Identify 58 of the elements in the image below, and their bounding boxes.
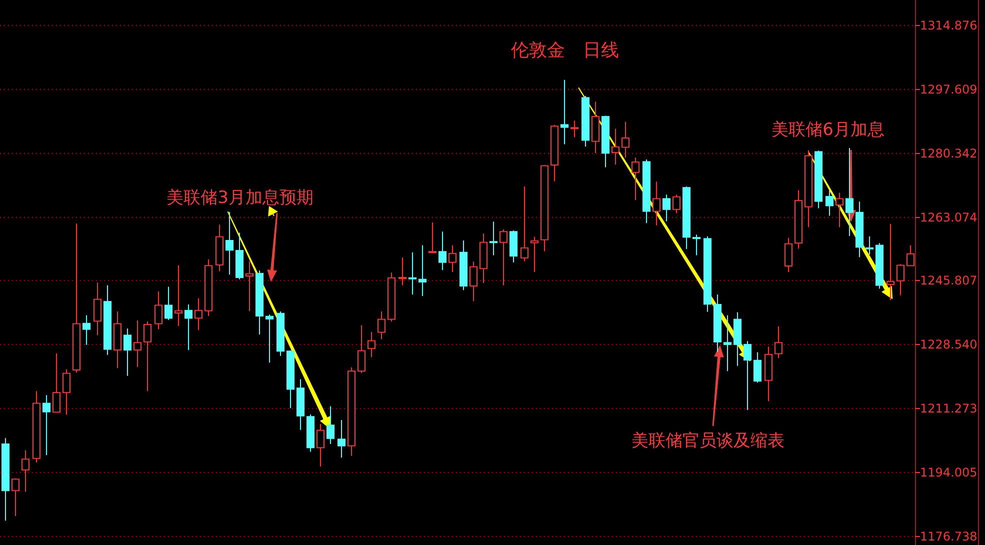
candlestick: [296, 378, 304, 430]
candlestick: [226, 212, 234, 276]
candlestick: [438, 231, 446, 271]
candlestick: [316, 424, 324, 468]
candlestick: [480, 232, 488, 284]
candlestick: [612, 128, 620, 166]
candlestick: [398, 257, 406, 286]
y-tick-label: 1211.273: [920, 402, 978, 416]
candlestick: [114, 311, 122, 369]
y-tick-label: 1228.540: [920, 338, 978, 352]
candlestick: [714, 294, 722, 352]
candlestick: [368, 331, 376, 358]
candlestick: [886, 223, 894, 301]
candlestick: [856, 201, 864, 258]
candlestick: [784, 237, 792, 272]
annotation: 美联储6月加息: [772, 120, 884, 140]
candlestick: [2, 438, 10, 522]
y-tick-label: 1297.609: [920, 82, 978, 96]
candlestick: [154, 291, 162, 330]
candlestick: [418, 244, 426, 296]
candlestick: [134, 320, 142, 368]
candlestick: [826, 190, 834, 216]
annotation: 美联储3月加息预期: [166, 188, 314, 208]
candlestick: [794, 190, 802, 250]
candlestick: [246, 260, 254, 312]
candlestick: [724, 314, 732, 372]
candlestick: [326, 406, 334, 444]
y-tick-label: 1245.807: [920, 274, 978, 288]
candlestick: [42, 394, 50, 456]
y-tick-label: 1280.342: [920, 146, 978, 160]
candlestick: [104, 284, 112, 356]
y-tick-label: 1263.074: [920, 210, 978, 224]
candlestick: [896, 264, 904, 296]
annotation: 美联储官员谈及缩表: [632, 431, 784, 451]
candlestick: [194, 298, 202, 331]
candlestick: [570, 120, 578, 138]
candlestick: [184, 304, 192, 351]
y-tick-label: 1194.005: [920, 466, 978, 480]
candlestick: [174, 264, 182, 326]
candlestick: [378, 311, 386, 340]
text: 伦敦金 日线: [511, 40, 619, 61]
candlestick: [448, 244, 456, 272]
candlestick: [470, 261, 478, 302]
candlestick: [652, 181, 660, 226]
candlestick: [764, 346, 772, 402]
candlestick: [560, 79, 568, 145]
candlestick: [82, 314, 90, 346]
candlestick: [622, 121, 630, 158]
y-tick-label: 1176.738: [920, 530, 978, 544]
candlestick: [94, 282, 102, 336]
y-tick-label: 1314.876: [920, 18, 978, 32]
candlestick: [408, 252, 416, 296]
candlestick: [592, 101, 600, 154]
candlestick: [744, 340, 752, 410]
candlestick: [804, 150, 812, 228]
candlestick: [338, 419, 346, 458]
candlestick: [490, 221, 498, 256]
candlestick: [734, 312, 742, 366]
